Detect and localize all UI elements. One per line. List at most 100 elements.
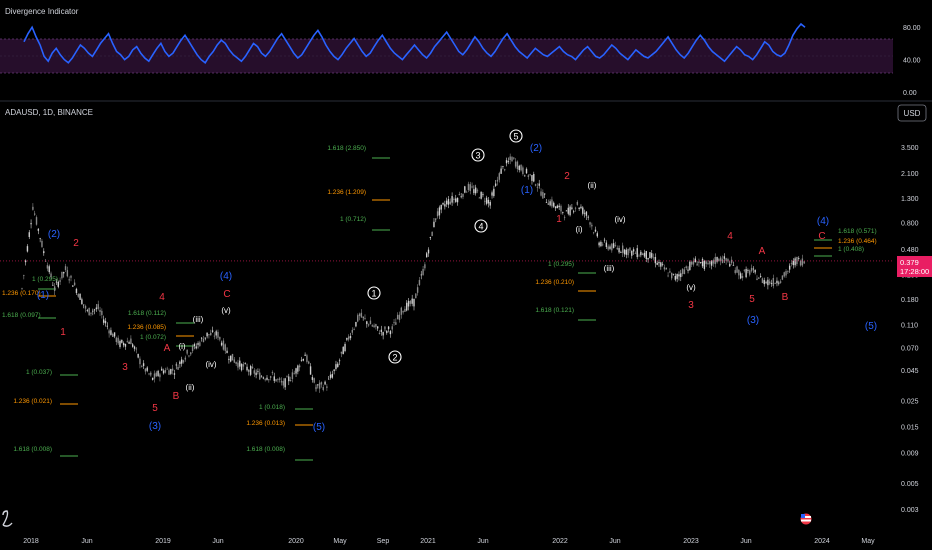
candle-body [801,258,804,266]
candle-body [449,201,451,204]
candle-body [799,260,802,266]
symbol-label: ADAUSD, 1D, BINANCE [5,108,93,117]
candle-body [378,332,381,334]
candle-body [155,372,157,377]
wave-label: 3 [688,300,694,311]
candle-body [567,207,569,214]
candle-body [674,275,677,280]
candle-body [23,275,25,276]
candle-body [104,320,107,324]
flag-icon[interactable] [800,513,812,525]
wave-label: (2) [48,229,60,240]
candle-body [769,281,771,284]
candle-body [707,262,709,264]
wave-label: (v) [686,283,696,292]
candle-body [511,157,513,162]
candle-body [671,272,673,279]
candle-body [669,271,671,273]
candle-body [402,311,404,313]
candle-body [431,231,433,236]
price-y-tick: 0.005 [901,481,919,488]
candle-body [413,298,415,307]
candle-body [231,353,234,361]
candle-body [248,370,250,372]
candle-body [400,307,402,315]
wave-label: 5 [513,132,518,142]
candle-body [211,330,214,332]
candle-body [587,216,589,218]
candle-body [514,161,517,167]
currency-box[interactable]: USD [897,104,927,122]
candle-body [612,243,615,248]
candle-body [602,244,604,246]
fib-level-label: 1.618 (0.571) [838,228,877,235]
candle-body [173,373,176,375]
candle-body [453,198,455,201]
candle-body [175,364,177,366]
candle-body [509,156,511,161]
candle-body [545,202,548,203]
candle-body [609,246,611,249]
candle-body [700,262,702,263]
candle-body [68,279,70,281]
candle-body [170,369,172,374]
candle-body [583,212,586,214]
wave-label: B [173,391,180,402]
candle-body [81,299,83,305]
candle-body [288,376,290,382]
candle-body [636,248,638,258]
candle-body [357,315,359,322]
candle-body [723,256,726,259]
candle-body [117,337,119,344]
x-axis-tick: May [861,538,875,545]
candle-body [297,365,299,372]
candle-body [493,188,495,196]
wave-label: (1) [521,185,533,196]
candle-body [480,191,482,199]
candle-body [249,366,252,375]
candle-body [264,379,266,381]
candle-body [710,260,713,266]
candle-body [406,302,408,311]
candle-body [275,379,277,382]
candle-body [282,381,285,386]
candle-body [770,283,773,284]
candle-body [191,346,194,351]
candle-body [576,201,579,205]
candle-body [215,331,217,336]
candle-body [369,320,372,325]
candle-body [543,193,546,195]
candle-body [362,316,364,318]
candle-body [141,366,143,367]
candle-body [502,166,504,167]
candle-body [168,370,170,375]
candle-body [344,343,346,352]
candle-body [672,273,675,275]
candle-body [533,173,535,182]
fib-level-label: 1.236 (0.210) [535,279,574,286]
candle-body [654,257,657,264]
candle-body [308,361,310,364]
candle-body [366,321,368,325]
candle-body [182,360,185,363]
price-y-tick: 1.300 [901,196,919,203]
candle-body [159,374,161,378]
candle-body [75,288,78,293]
candle-body [536,186,539,188]
candle-body [328,378,330,380]
candle-body [754,270,756,273]
wave-label: (3) [747,315,759,326]
candle-body [77,294,79,297]
wave-label: B [782,292,789,303]
candle-body [195,346,197,349]
candle-body [685,266,687,269]
candle-body [380,329,383,332]
candle-body [244,363,246,364]
candle-body [284,378,286,388]
candle-body [578,207,580,209]
candle-body [395,322,397,325]
candle-body [24,260,27,263]
candle-body [315,387,317,389]
candle-body [534,184,537,186]
